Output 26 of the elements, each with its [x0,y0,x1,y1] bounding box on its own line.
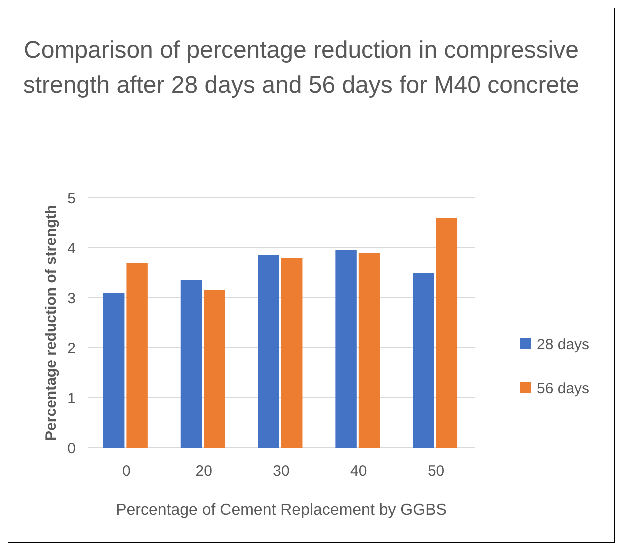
x-tick-label: 50 [428,463,445,480]
y-axis-title: Percentage reduction of strength [43,205,60,441]
bar [413,273,434,448]
y-tick-label: 1 [68,390,76,408]
x-tick-label: 20 [196,463,212,480]
x-tick-label: 30 [273,463,290,480]
bar [204,290,226,448]
bar [436,218,458,448]
y-tick-label: 4 [68,240,76,258]
x-tick-label: 0 [122,463,131,480]
y-tick-label: 3 [68,290,76,308]
legend-label: 56 days [537,380,590,398]
chart-title: Comparison of percentage reduction in compressive strength after 28 days and 56 days for M40 concrete [23,37,580,99]
bar [126,263,148,448]
bar [258,256,280,448]
y-tick-label: 0 [68,440,76,458]
bar [336,250,357,448]
y-tick-label: 5 [68,190,76,208]
bar [180,280,202,448]
y-tick-label: 2 [68,340,76,358]
x-tick-label: 40 [350,463,368,480]
bar [282,258,303,448]
legend-label: 28 days [537,336,590,354]
bar [358,253,380,448]
x-axis-title: Percentage of Cement Replacement by GGBS [116,502,447,519]
bar [103,293,125,448]
